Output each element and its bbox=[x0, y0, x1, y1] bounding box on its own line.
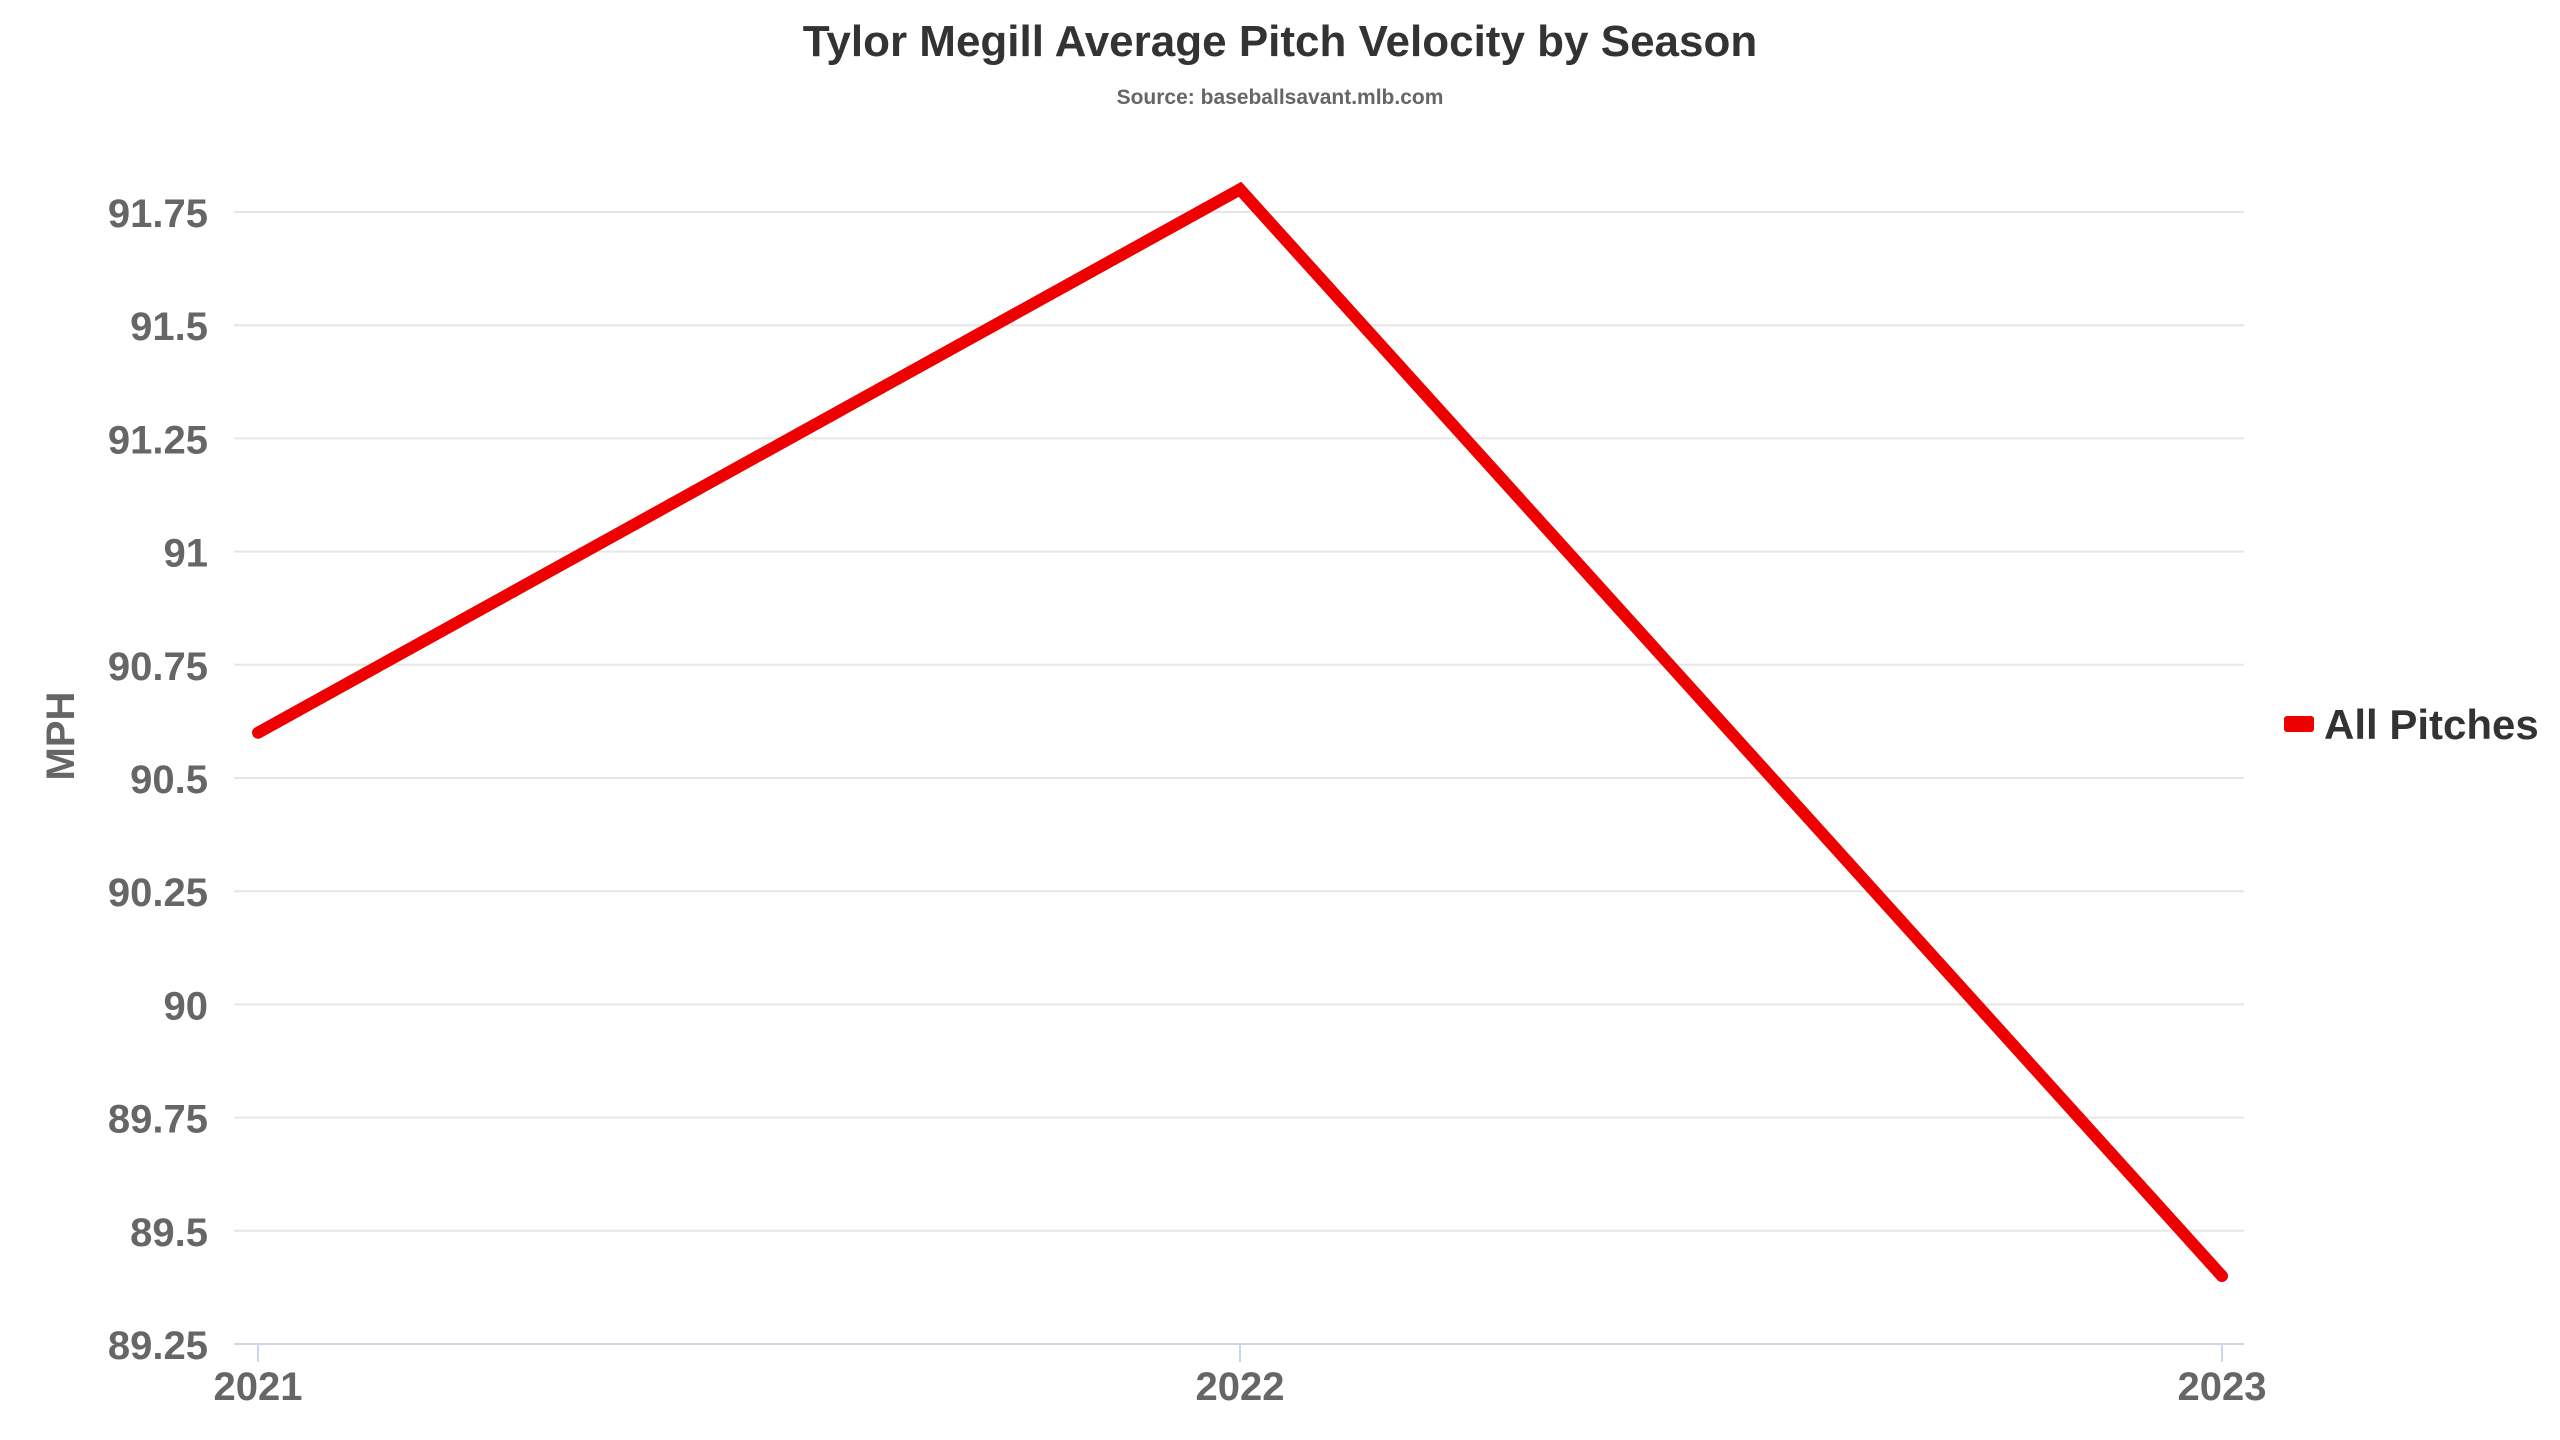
y-tick-label: 89.25 bbox=[108, 1324, 208, 1368]
y-tick-label: 89.75 bbox=[108, 1098, 208, 1142]
legend-swatch[interactable] bbox=[2284, 716, 2314, 732]
chart-title: Tylor Megill Average Pitch Velocity by S… bbox=[803, 17, 1757, 66]
y-tick-label: 91.5 bbox=[130, 305, 208, 349]
y-tick-label: 90.25 bbox=[108, 871, 208, 915]
series-line-all-pitches[interactable] bbox=[252, 181, 2228, 1283]
y-tick-label: 91.75 bbox=[108, 192, 208, 236]
y-tick-label: 91 bbox=[164, 532, 209, 576]
legend[interactable]: All Pitches bbox=[2284, 701, 2539, 748]
chart-subtitle: Source: baseballsavant.mlb.com bbox=[1117, 86, 1444, 109]
x-tick-label: 2022 bbox=[1196, 1365, 1285, 1409]
y-tick-label: 89.5 bbox=[130, 1211, 208, 1255]
y-tick-label: 90.5 bbox=[130, 758, 208, 802]
y-axis-ticks: 89.25 89.5 89.75 90 90.25 90.5 90.75 91 91.25 91.… bbox=[108, 192, 208, 1368]
y-axis-title: MPH bbox=[39, 692, 83, 781]
x-axis-ticks: 2021 2022 2023 bbox=[214, 1343, 2267, 1409]
series-lines bbox=[252, 181, 2228, 1283]
x-tick-label: 2023 bbox=[2178, 1365, 2267, 1409]
y-tick-label: 90 bbox=[164, 984, 209, 1028]
y-tick-label: 91.25 bbox=[108, 418, 208, 462]
legend-label[interactable]: All Pitches bbox=[2324, 701, 2539, 748]
y-tick-label: 90.75 bbox=[108, 645, 208, 689]
gridlines bbox=[234, 211, 2244, 1232]
x-tick-label: 2021 bbox=[214, 1365, 303, 1409]
